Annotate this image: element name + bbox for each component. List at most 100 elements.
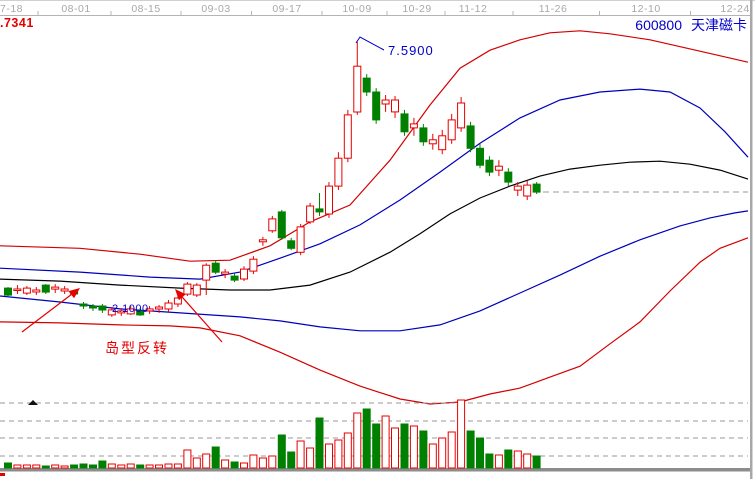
volume-bar [428, 443, 437, 469]
band-line-lower-red [0, 237, 749, 405]
volume-bar [296, 440, 305, 469]
candle-body [315, 208, 324, 213]
candle-body [89, 305, 97, 309]
volume-bar [145, 464, 154, 469]
price-label-topleft: .7341 [0, 16, 34, 30]
volume-bar [192, 457, 201, 469]
candle-body [107, 309, 116, 316]
volume-bar [523, 453, 532, 469]
candle-body [353, 65, 362, 113]
island-reversal-note: 岛型反转 [105, 340, 169, 356]
volume-bar [447, 431, 456, 469]
volume-bar [325, 443, 333, 469]
volume-bar [32, 464, 41, 469]
axis-date-label: 09-17 [272, 3, 302, 15]
candle-body [287, 240, 296, 249]
candle-body [230, 275, 239, 281]
top-border [0, 0, 755, 1]
right-border [750, 0, 753, 479]
volume-bar [51, 464, 60, 469]
volume-bar [466, 430, 475, 469]
candle-body [173, 297, 182, 305]
candle-body [466, 125, 475, 149]
candle-body [32, 289, 41, 293]
candle-body [22, 287, 31, 294]
volume-bar [400, 423, 409, 469]
candle-body [117, 310, 126, 314]
volume-bar [438, 437, 447, 469]
candle-body [249, 258, 258, 272]
volume-bar [221, 459, 230, 469]
volume-bar [391, 427, 399, 469]
candle-body [343, 114, 352, 159]
candle-body [60, 288, 69, 292]
band-line-middle [0, 160, 749, 291]
volume-bar [268, 455, 277, 469]
volume-bar [476, 437, 484, 469]
candlestick-layer [4, 41, 541, 317]
candle-body [202, 264, 211, 281]
volume-bar [343, 432, 352, 469]
candle-body [391, 99, 399, 113]
candle-body [485, 159, 494, 173]
volume-bar [79, 463, 88, 469]
candle-body [240, 268, 248, 280]
volume-bar [89, 464, 97, 469]
candle-body [419, 127, 428, 143]
volume-bar [117, 464, 126, 469]
candle-body [155, 306, 163, 310]
candle-body [447, 119, 456, 141]
volume-bar [287, 451, 296, 469]
candle-body [476, 147, 484, 166]
candle-body [325, 185, 333, 215]
stock-code: 600800 [635, 17, 682, 33]
volume-bar [532, 455, 541, 469]
annotation-arrow-line [181, 296, 223, 343]
axis-date-label: 10-09 [342, 3, 372, 15]
annotation-arrows-layer [21, 288, 223, 343]
candle-body [428, 139, 437, 145]
axis-date-label: 08-01 [61, 3, 91, 15]
candle-body [51, 286, 60, 290]
volume-bar [155, 464, 163, 469]
candle-body [457, 102, 466, 129]
volume-bar [315, 417, 324, 469]
volume-bar [60, 465, 69, 469]
volume-bar [362, 408, 371, 469]
volume-bar [202, 453, 211, 469]
volume-bar [4, 462, 12, 469]
volume-bar [334, 439, 343, 469]
low-price-label: 2.1000 [112, 303, 149, 315]
band-line-lower-blue [0, 210, 749, 332]
candle-body [79, 303, 88, 307]
volume-bar [485, 453, 494, 469]
volume-bar [22, 464, 31, 469]
axis-date-label: 7-18 [0, 3, 24, 15]
candle-body [504, 171, 513, 183]
stock-title: 600800 天津磁卡 [635, 18, 747, 32]
axis-date-label: 10-29 [402, 3, 432, 15]
candle-body [41, 284, 50, 293]
volume-bar [107, 463, 116, 469]
volume-bar [240, 462, 248, 469]
annotation-arrow-line [21, 294, 72, 333]
candle-body [183, 283, 192, 295]
candle-body [268, 218, 277, 232]
candle-body [145, 308, 154, 312]
band-line-upper-red [0, 30, 749, 262]
annotation-arrowhead [68, 288, 80, 299]
annotation-arrowhead [175, 289, 186, 301]
candle-body [523, 184, 532, 197]
axis-date-label: 09-03 [201, 3, 231, 15]
axis-date-label: 11-12 [458, 3, 488, 15]
volume-bar [126, 463, 135, 469]
candle-body [513, 185, 522, 191]
peak-pointer-line [355, 36, 385, 51]
volume-bar [136, 464, 145, 469]
volume-bar [70, 464, 79, 469]
volume-bar [249, 454, 258, 469]
candle-body [381, 99, 390, 105]
volume-bar [164, 463, 173, 469]
